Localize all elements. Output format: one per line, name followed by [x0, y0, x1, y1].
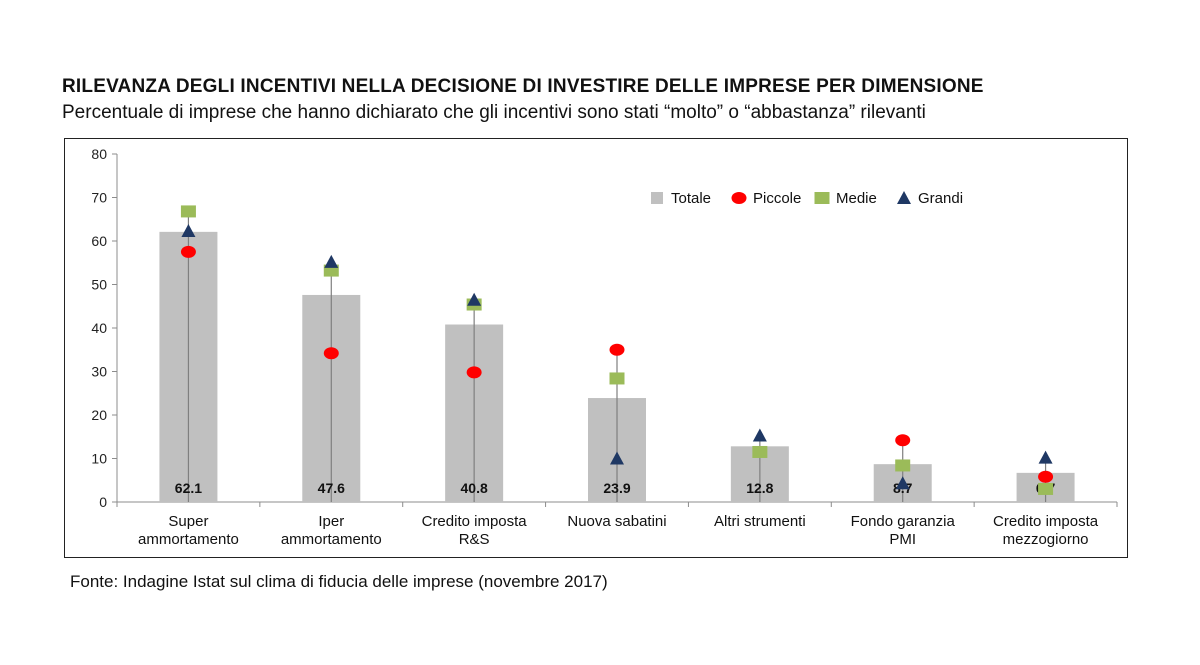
source-note: Fonte: Indagine Istat sul clima di fiduc… [70, 572, 608, 591]
x-tick-label: Altri strumenti [714, 513, 806, 530]
marker-grandi [467, 292, 482, 306]
x-tick-label: Super ammortamento [138, 513, 239, 548]
bar-chart: 0102030405060708062.147.640.823.912.88.7… [91, 146, 1118, 548]
marker-piccole [180, 245, 196, 258]
x-tick-label-line: R&S [459, 531, 490, 548]
x-tick-label: Iper ammortamento [281, 513, 382, 548]
y-tick-label: 40 [91, 320, 107, 336]
marker-grandi [1038, 450, 1053, 464]
x-tick-label-line: PMI [889, 531, 916, 548]
y-tick-label: 20 [91, 407, 107, 423]
y-tick-label: 30 [91, 364, 107, 380]
x-tick-label: Nuova sabatini [567, 513, 666, 530]
chart-title: RILEVANZA DEGLI INCENTIVI NELLA DECISION… [62, 76, 984, 97]
marker-piccole [466, 366, 482, 379]
x-tick-label: Fondo garanzia PMI [851, 513, 956, 548]
y-tick-label: 10 [91, 451, 107, 467]
x-tick-label: Credito imposta R&S [422, 513, 528, 548]
marker-piccole [323, 347, 339, 360]
x-tick-label-line: ammortamento [138, 531, 239, 548]
bar-value-label: 62.1 [175, 480, 202, 496]
marker-piccole [895, 434, 911, 447]
bar-value-label: 23.9 [603, 480, 630, 496]
marker-piccole [609, 343, 625, 356]
x-tick-label-line: Nuova sabatini [567, 513, 666, 530]
x-tick-label-line: Credito imposta [993, 513, 1099, 530]
x-tick-label-line: Super [168, 513, 208, 530]
legend-label-grandi: Grandi [918, 190, 963, 207]
y-tick-label: 60 [91, 233, 107, 249]
marker-medie [895, 459, 911, 472]
marker-medie [752, 445, 768, 458]
x-tick-label: Credito imposta mezzogiorno [993, 513, 1099, 548]
marker-medie [609, 372, 625, 385]
marker-grandi [181, 223, 196, 237]
chart-subtitle: Percentuale di imprese che hanno dichiar… [62, 102, 926, 123]
x-tick-label-line: Altri strumenti [714, 513, 806, 530]
y-tick-label: 0 [99, 494, 107, 510]
legend-label-medie: Medie [836, 190, 877, 207]
chart-frame: 0102030405060708062.147.640.823.912.88.7… [64, 138, 1128, 558]
x-tick-label-line: Iper [318, 513, 344, 530]
y-tick-label: 70 [91, 190, 107, 206]
x-tick-label-line: mezzogiorno [1003, 531, 1089, 548]
legend-swatch-medie [814, 192, 830, 204]
legend-swatch-piccole [731, 192, 747, 204]
legend-label-totale: Totale [671, 190, 711, 207]
marker-grandi [752, 428, 767, 442]
bar-value-label: 40.8 [461, 480, 488, 496]
marker-grandi [610, 451, 624, 465]
marker-grandi [895, 476, 910, 490]
legend-label-piccole: Piccole [753, 190, 801, 207]
x-tick-label-line: ammortamento [281, 531, 382, 548]
marker-medie [180, 205, 196, 218]
x-tick-label-line: Credito imposta [422, 513, 528, 530]
y-tick-label: 50 [91, 277, 107, 293]
legend-swatch-grandi [897, 191, 911, 204]
marker-grandi [324, 254, 339, 268]
bar-value-label: 47.6 [318, 480, 345, 496]
x-tick-label-line: Fondo garanzia [851, 513, 956, 530]
marker-medie [1038, 482, 1054, 495]
legend-swatch-totale [651, 192, 663, 204]
y-tick-label: 80 [91, 146, 107, 162]
bar-value-label: 12.8 [746, 480, 773, 496]
marker-piccole [1038, 470, 1054, 483]
